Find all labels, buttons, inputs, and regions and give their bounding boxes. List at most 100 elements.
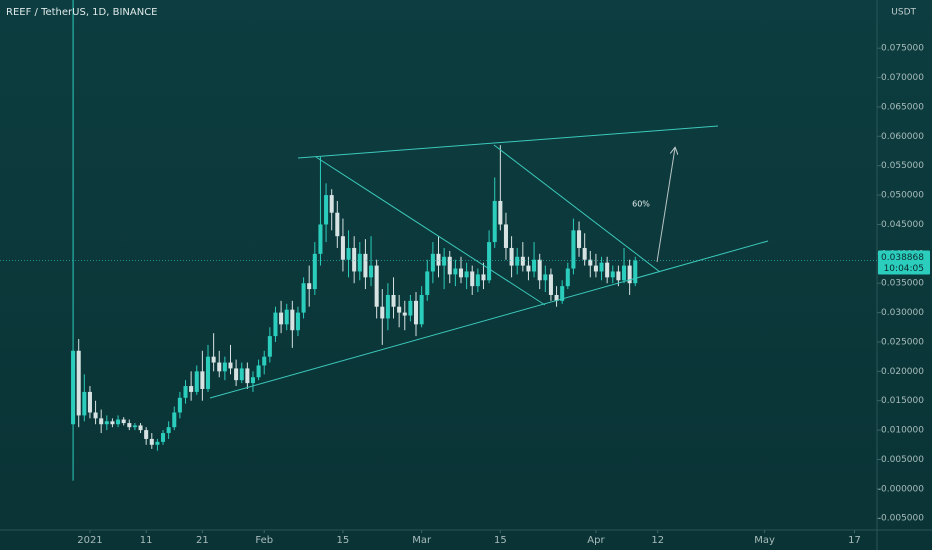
projection-arrow: [656, 148, 675, 263]
candle-body: [537, 259, 542, 281]
candle-body: [161, 433, 166, 442]
candle-body: [503, 224, 508, 248]
candle-body: [267, 336, 272, 357]
candle-body: [548, 274, 553, 295]
candle-body: [256, 365, 261, 378]
chart-title: REEF / TetherUS, 1D, BINANCE: [6, 7, 158, 18]
x-tick-label: 21: [196, 535, 209, 546]
candle-body: [82, 391, 87, 416]
candle-body: [621, 265, 627, 281]
y-tick-label: 0.060000: [881, 132, 924, 142]
upper-trendline: [297, 125, 719, 159]
candle-body: [172, 412, 177, 428]
candle-body: [577, 230, 582, 248]
y-tick-label: 0.055000: [881, 161, 924, 171]
candle-body: [571, 230, 576, 269]
candle-body: [532, 259, 537, 272]
candle-body: [627, 265, 632, 284]
candle-body: [279, 312, 284, 325]
candle-body: [380, 306, 385, 319]
candle-body: [560, 286, 565, 301]
candle-body: [295, 312, 300, 331]
candle-body: [307, 283, 312, 290]
y-tick-label: 0.065000: [881, 102, 924, 112]
candle-body: [391, 294, 396, 307]
candle-body: [492, 200, 497, 243]
candle-body: [155, 441, 160, 445]
y-tick-label: -0.005000: [878, 514, 924, 524]
candle-body: [475, 274, 480, 287]
candle-body: [369, 265, 374, 278]
candle-body: [93, 412, 98, 419]
candle-body: [149, 438, 154, 445]
candle-body: [239, 368, 244, 381]
candle-body: [166, 427, 171, 434]
candle-body: [610, 271, 615, 278]
candle-body: [194, 371, 199, 392]
descending-line: [315, 156, 546, 306]
axis-unit: USDT: [891, 8, 916, 18]
candle-body: [408, 300, 413, 316]
last-price-box: [878, 250, 930, 275]
candle-body: [616, 271, 621, 281]
candle-body: [385, 294, 390, 319]
candle-body: [273, 312, 278, 337]
x-tick-label: 15: [494, 535, 507, 546]
candle-body: [127, 423, 132, 428]
candle-body: [425, 271, 430, 295]
x-tick-label: 12: [651, 535, 664, 546]
candle-body: [177, 397, 182, 413]
candle-body: [110, 421, 115, 425]
annotation: 60%: [632, 200, 650, 209]
candle-body: [436, 253, 441, 266]
y-tick-label: 0.010000: [881, 426, 924, 436]
candle-body: [76, 350, 81, 416]
x-tick-label: Mar: [412, 535, 432, 546]
candle-body: [526, 265, 531, 272]
candle-body: [228, 362, 233, 369]
candle-body: [217, 362, 222, 372]
x-tick-label: 11: [140, 535, 153, 546]
candle-body: [262, 356, 267, 366]
candle-body: [71, 350, 76, 425]
candle-body: [87, 391, 92, 413]
candle-body: [335, 212, 340, 237]
x-tick-label: May: [754, 535, 775, 546]
candle-body: [205, 356, 211, 389]
candle-body: [183, 386, 188, 398]
candle-body: [397, 306, 402, 313]
candle-body: [419, 294, 424, 325]
candle-body: [104, 421, 109, 425]
y-tick-label: 0.070000: [881, 73, 924, 83]
candle-body: [402, 312, 407, 316]
x-tick-label: 2021: [77, 535, 102, 546]
candle-body: [430, 253, 435, 272]
y-tick-label: 0.050000: [881, 191, 924, 201]
candle-body: [487, 242, 492, 281]
candle-body: [121, 419, 126, 424]
y-tick-label: 0.045000: [881, 220, 924, 230]
candle-body: [200, 371, 205, 389]
drawings: [209, 125, 769, 399]
y-tick-label: 0.005000: [881, 455, 924, 465]
countdown-label: 10:04:05: [884, 264, 924, 274]
candle-body: [99, 418, 104, 425]
last-price-label: 0.038868: [881, 253, 924, 263]
candle-body: [357, 253, 362, 272]
candle-body: [464, 271, 469, 278]
candle-body: [363, 253, 368, 278]
y-tick-label: -0.000000: [878, 484, 924, 494]
candle-body: [543, 274, 548, 281]
candle-body: [329, 195, 334, 213]
candle-body: [582, 247, 587, 260]
x-tick-label: 15: [337, 535, 350, 546]
x-tick-label: 17: [848, 535, 861, 546]
candle-body: [633, 260, 638, 284]
candle-body: [593, 265, 598, 272]
candle-body: [346, 247, 351, 260]
plot-area: [0, 0, 877, 481]
x-tick-label: Feb: [255, 535, 273, 546]
candle-body: [290, 309, 295, 331]
